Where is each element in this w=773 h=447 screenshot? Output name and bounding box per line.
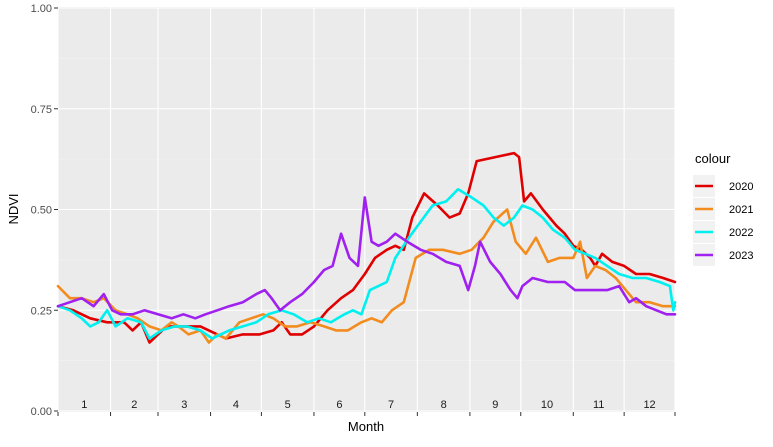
x-tick-labels: 1 2 3 4 5 6 7 8 9 10 11 12 — [57, 399, 676, 416]
x-tick-label: 2 — [131, 399, 137, 411]
legend-items: 2020 2021 2022 2023 — [693, 175, 753, 266]
y-axis-title: NDVI — [6, 193, 21, 224]
x-tick-label: 7 — [388, 399, 394, 411]
x-tick-label: 4 — [233, 399, 239, 411]
legend: colour 2020 2021 2022 2023 — [693, 151, 753, 266]
legend-title: colour — [695, 151, 731, 166]
x-tick-label: 8 — [441, 399, 447, 411]
x-tick-label: 10 — [541, 399, 553, 411]
legend-label-2020: 2020 — [729, 181, 753, 193]
y-tick-label: 0.25 — [31, 305, 52, 317]
y-tick-label: 0.50 — [31, 205, 52, 217]
y-tick-label: 1.00 — [31, 3, 52, 15]
x-axis-title: Month — [348, 419, 384, 434]
legend-label-2022: 2022 — [729, 227, 753, 239]
x-tick-label: 3 — [181, 399, 187, 411]
x-tick-label: 5 — [285, 399, 291, 411]
y-tick-label: 0.75 — [31, 104, 52, 116]
legend-label-2021: 2021 — [729, 204, 753, 216]
series-line-2023 — [56, 196, 677, 320]
series-line-2022 — [56, 188, 677, 340]
legend-label-2023: 2023 — [729, 250, 753, 262]
x-tick-label: 11 — [593, 399, 604, 411]
y-axis-ticks: 0.00 0.25 0.50 0.75 1.00 — [31, 3, 58, 418]
series-lines — [56, 151, 677, 344]
x-tick-label: 6 — [336, 399, 342, 411]
y-tick-label: 0.00 — [31, 406, 52, 418]
x-tick-label: 9 — [492, 399, 498, 411]
x-tick-label: 12 — [643, 399, 655, 411]
x-tick-label: 1 — [81, 399, 87, 411]
